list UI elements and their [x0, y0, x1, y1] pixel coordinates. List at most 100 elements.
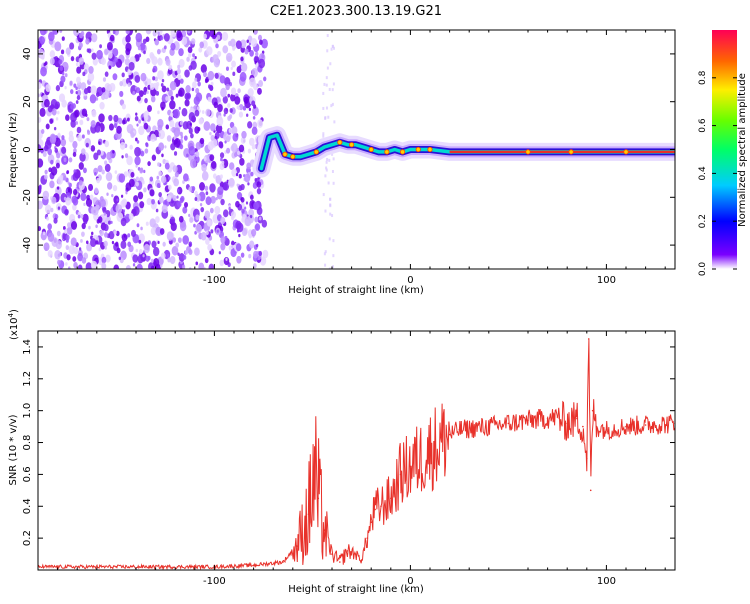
noise-speckle	[108, 123, 114, 131]
noise-speckle	[206, 46, 213, 56]
noise-speckle	[250, 171, 254, 177]
noise-speckle	[188, 112, 196, 122]
noise-speckle	[322, 132, 325, 136]
noise-speckle	[62, 225, 66, 230]
noise-speckle	[257, 87, 262, 95]
noise-speckle	[332, 82, 335, 86]
noise-speckle	[80, 192, 87, 201]
noise-speckle	[332, 239, 335, 243]
spectrogram-x-label: Height of straight line (km)	[288, 285, 424, 296]
noise-speckle	[194, 77, 198, 82]
noise-speckle	[199, 137, 205, 145]
noise-speckle	[57, 132, 61, 137]
noise-speckle	[167, 176, 171, 181]
noise-speckle	[324, 209, 327, 213]
noise-speckle	[65, 197, 72, 206]
noise-speckle	[160, 82, 164, 87]
noise-speckle	[101, 256, 107, 264]
noise-speckle	[134, 156, 141, 166]
noise-speckle	[243, 96, 249, 104]
noise-speckle	[331, 102, 334, 106]
noise-speckle	[207, 141, 214, 151]
noise-speckle	[109, 34, 115, 42]
noise-speckle	[254, 177, 257, 182]
noise-speckle	[70, 89, 74, 95]
noise-speckle	[47, 148, 53, 156]
noise-speckle	[332, 46, 335, 50]
snr-data-point	[644, 424, 647, 426]
noise-speckle	[251, 228, 257, 237]
colorbar-tick-label: 0.6	[698, 118, 708, 133]
noise-speckle	[234, 96, 241, 105]
colorbar-gradient	[712, 30, 737, 269]
noise-speckle	[219, 259, 224, 267]
noise-speckle	[228, 178, 235, 188]
noise-speckle	[173, 178, 180, 187]
colorbar-tick-label: 0.0	[698, 262, 708, 277]
noise-speckle	[249, 77, 256, 88]
noise-speckle	[90, 120, 96, 128]
noise-speckle	[105, 171, 113, 182]
noise-speckle	[75, 62, 79, 67]
noise-speckle	[112, 184, 118, 192]
noise-speckle	[82, 71, 86, 77]
noise-speckle	[168, 64, 173, 71]
noise-speckle	[132, 263, 136, 267]
noise-speckle	[239, 157, 245, 166]
noise-speckle	[86, 48, 90, 53]
noise-speckle	[236, 191, 243, 200]
noise-speckle	[220, 243, 226, 251]
noise-speckle	[176, 188, 180, 193]
noise-speckle	[87, 72, 95, 82]
noise-speckle	[70, 237, 77, 247]
noise-speckle	[251, 100, 256, 107]
noise-speckle	[170, 216, 176, 224]
noise-speckle	[50, 98, 58, 109]
noise-speckle	[150, 227, 157, 236]
noise-speckle	[143, 169, 146, 174]
noise-speckle	[79, 32, 84, 39]
noise-speckle	[51, 196, 57, 205]
noise-speckle	[328, 158, 331, 162]
noise-speckle	[63, 196, 67, 201]
noise-speckle	[203, 33, 208, 40]
noise-speckle	[158, 142, 165, 151]
noise-speckle	[188, 127, 193, 134]
noise-speckle	[226, 147, 231, 154]
noise-speckle	[90, 145, 96, 152]
noise-speckle	[43, 242, 50, 252]
noise-speckle	[72, 256, 77, 262]
colorbar-label: Normalized spectral amplitude	[737, 73, 748, 227]
noise-speckle	[160, 264, 163, 268]
noise-speckle	[90, 206, 97, 215]
noise-speckle	[78, 162, 84, 170]
noise-speckle	[38, 81, 42, 90]
noise-speckle	[77, 134, 83, 142]
noise-speckle	[96, 149, 102, 156]
noise-speckle	[60, 75, 66, 83]
noise-speckle	[47, 223, 52, 230]
noise-speckle	[194, 109, 200, 117]
noise-speckle	[120, 217, 127, 227]
noise-speckle	[44, 144, 49, 152]
noise-speckle	[248, 240, 255, 249]
noise-speckle	[254, 223, 261, 231]
noise-speckle	[190, 158, 197, 169]
noise-speckle	[56, 186, 60, 190]
noise-speckle	[104, 160, 108, 165]
noise-speckle	[66, 170, 70, 175]
noise-speckle	[113, 195, 120, 204]
noise-speckle	[121, 233, 128, 242]
noise-speckle	[190, 60, 197, 70]
signal-peak	[290, 154, 296, 160]
noise-speckle	[104, 71, 109, 77]
noise-speckle	[68, 266, 71, 269]
noise-speckle	[49, 118, 54, 124]
noise-speckle	[224, 140, 227, 144]
noise-speckle	[244, 173, 251, 183]
noise-speckle	[60, 138, 67, 147]
noise-speckle	[240, 56, 244, 62]
noise-speckle	[219, 174, 223, 179]
noise-speckle	[326, 157, 329, 161]
noise-speckle	[75, 90, 78, 95]
